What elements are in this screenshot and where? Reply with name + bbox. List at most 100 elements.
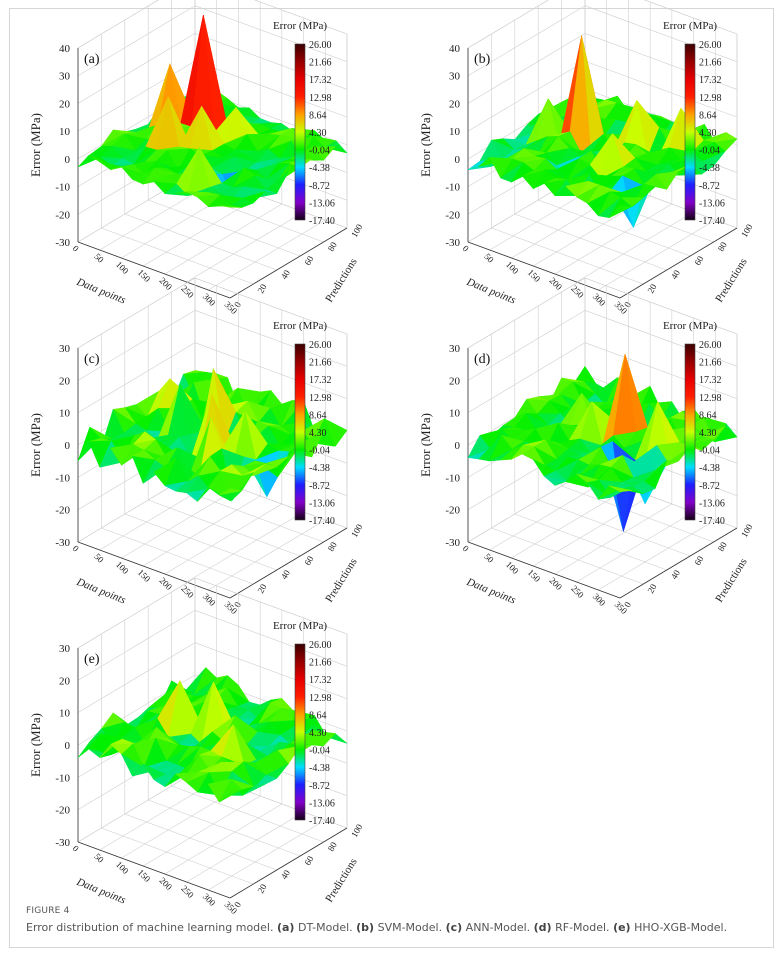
colorbar-tick-label: -4.38	[699, 163, 720, 174]
box-edge	[253, 0, 348, 35]
x-tick-label: 200	[547, 575, 564, 592]
panel-label: (a)	[84, 52, 100, 67]
caption-intro: Error distribution of machine learning m…	[26, 921, 274, 934]
x-axis-line	[467, 541, 621, 599]
box-edge	[194, 277, 348, 335]
colorbar-tick-label: -13.06	[699, 198, 725, 209]
z-tick-label: -30	[445, 237, 460, 249]
caption-tag-b: (b)	[356, 921, 375, 934]
floor-gridline	[538, 499, 691, 557]
surface-facet	[608, 205, 632, 218]
surface-facet	[218, 789, 242, 803]
y-tick-label: 60	[692, 254, 705, 267]
caption-text-b: SVM-Model.	[377, 921, 443, 934]
y-tick-label: 60	[302, 854, 315, 867]
y-tick-label: 0	[622, 300, 633, 309]
colorbar-tick-label: -17.40	[309, 216, 335, 227]
z-tick-label: 10	[59, 708, 71, 720]
floor-gridline	[532, 495, 651, 567]
colorbar-tick-label: -8.72	[309, 481, 330, 492]
x-tick-label: 300	[201, 591, 218, 608]
colorbar	[294, 43, 306, 221]
y-axis-line	[619, 527, 738, 599]
floor-gridline	[124, 813, 277, 871]
colorbar-tick-label: 4.30	[699, 128, 717, 139]
panel-c-ann-model: -30 -20 -10 0 10 20 30 0 50 100 150 200 250 300 350 0 20…	[20, 277, 380, 616]
z-tick-label: 40	[449, 43, 461, 55]
wall-gridline	[77, 642, 196, 713]
colorbar-tick-label: 12.98	[309, 93, 332, 104]
z-tick-label: 30	[59, 643, 71, 655]
x-tick-label: 100	[114, 559, 131, 576]
colorbar-tick-label: -4.38	[309, 463, 330, 474]
box-edge	[194, 577, 348, 635]
z-tick-label: -20	[55, 505, 70, 517]
box-edge	[584, 277, 738, 335]
z-tick-label: 0	[65, 740, 71, 752]
z-tick-label: 10	[449, 408, 461, 420]
wall-gridline	[77, 5, 196, 76]
y-tick-label: 40	[279, 868, 292, 881]
wall-gridline	[194, 310, 348, 367]
x-axis-title: Data points	[74, 276, 127, 307]
surface-facet	[608, 485, 632, 493]
x-axis-title: Data points	[464, 576, 517, 607]
z-tick-label: 20	[59, 375, 71, 387]
x-tick-label: 50	[92, 551, 106, 565]
floor-gridline	[561, 485, 714, 543]
z-axis-title: Error (MPa)	[28, 413, 43, 477]
x-tick-label: 0	[461, 243, 472, 254]
colorbar-tick-label: 26.00	[699, 40, 722, 51]
colorbar-tick-label: -4.38	[699, 463, 720, 474]
panel-a-dt-model: -30 -20 -10 0 10 20 30 40 0 50 100 150 200 250 300 350 0…	[20, 0, 380, 316]
floor-gridline	[598, 219, 716, 291]
y-tick-label: 80	[326, 240, 339, 253]
x-tick-label: 200	[157, 875, 174, 892]
colorbar-tick-label: 26.00	[309, 640, 332, 651]
floor-gridline	[142, 495, 261, 567]
floor-gridline	[576, 211, 694, 283]
z-tick-label: -20	[445, 505, 460, 517]
colorbar-tick-label: 26.00	[309, 40, 332, 51]
colorbar-tick-label: 21.66	[309, 58, 332, 69]
y-tick-label: 20	[255, 282, 268, 295]
z-tick-label: 20	[449, 375, 461, 387]
colorbar-tick-label: 17.32	[699, 75, 722, 86]
z-tick-label: 40	[59, 43, 71, 55]
panel-label: (c)	[84, 352, 100, 367]
colorbar-tick-label: 8.64	[309, 410, 327, 421]
colorbar-tick-label: -17.40	[309, 816, 335, 827]
colorbar-tick-label: 4.30	[309, 428, 327, 439]
wall-gridline	[194, 5, 348, 62]
colorbar-tick-label: -13.06	[309, 798, 335, 809]
colorbar-tick-label: 8.64	[699, 410, 717, 421]
floor-gridline	[186, 211, 304, 283]
z-tick-label: -10	[55, 472, 70, 484]
y-tick-label: 20	[645, 582, 658, 595]
colorbar-tick-label: 17.32	[309, 375, 332, 386]
colorbar-tick-label: 4.30	[699, 428, 717, 439]
colorbar-tick-label: -8.72	[309, 181, 330, 192]
colorbar-tick-label: -0.04	[699, 146, 720, 157]
colorbar-tick-label: -8.72	[309, 781, 330, 792]
caption-tag-a: (a)	[276, 921, 295, 934]
wall-gridline	[467, 342, 586, 413]
floor-gridline	[489, 479, 607, 551]
wall-gridline	[467, 5, 586, 76]
floor-gridline	[598, 519, 716, 591]
x-tick-label: 0	[461, 543, 472, 554]
y-tick-label: 0	[622, 600, 633, 609]
x-tick-label: 200	[157, 575, 174, 592]
y-tick-label: 100	[739, 522, 755, 539]
z-tick-label: 0	[65, 154, 71, 166]
x-tick-label: 300	[201, 291, 218, 308]
floor-gridline	[101, 527, 254, 585]
colorbar-tick-label: -4.38	[309, 163, 330, 174]
colorbar-tick-label: 8.64	[309, 110, 327, 121]
caption-text-e: HHO-XGB-Model.	[634, 921, 728, 934]
colorbar-tick-label: -13.06	[699, 498, 725, 509]
colorbar-title: Error (MPa)	[663, 20, 717, 32]
wall-gridline	[584, 5, 738, 62]
